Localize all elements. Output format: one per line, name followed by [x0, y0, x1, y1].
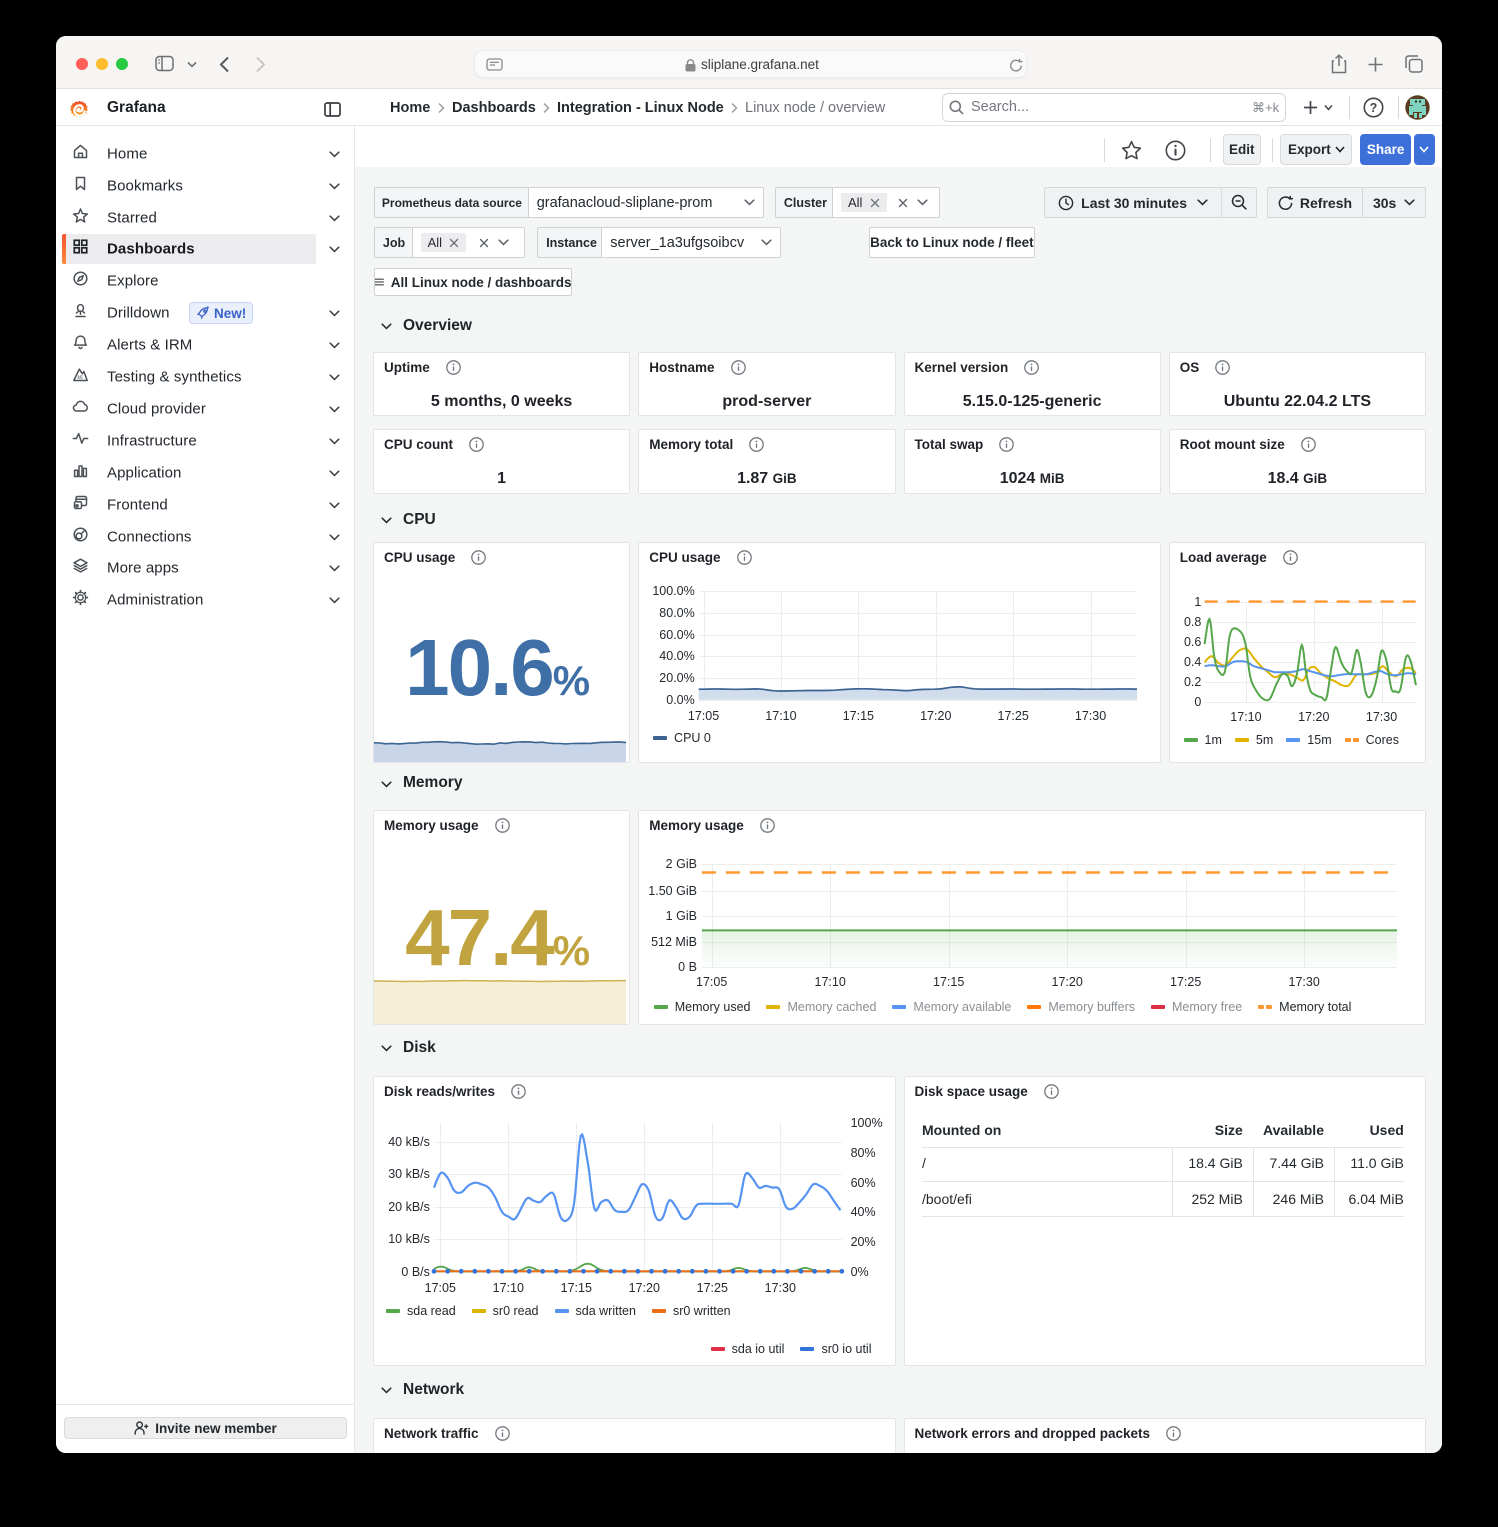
svg-text:k6: k6 [78, 375, 84, 381]
svg-text:?: ? [1370, 101, 1378, 115]
